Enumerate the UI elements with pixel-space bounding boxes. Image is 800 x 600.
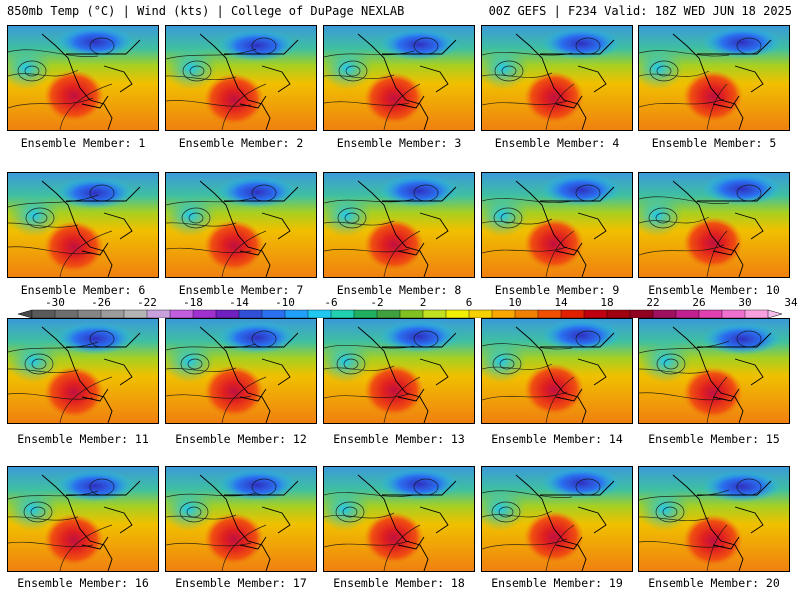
- colorbar-tick-label: -18: [183, 296, 203, 309]
- colorbar-tick-label: -6: [324, 296, 337, 309]
- map-panel-member-15[interactable]: [638, 318, 790, 424]
- colorbar-min-arrow: [17, 309, 33, 318]
- colorbar-segment: [54, 309, 79, 318]
- member-label: Ensemble Member: 18: [333, 576, 465, 590]
- member-label: Ensemble Member: 12: [175, 432, 307, 446]
- map-panel-member-20[interactable]: [638, 466, 790, 572]
- colorbar-tick-label: 26: [692, 296, 705, 309]
- member-label: Ensemble Member: 20: [648, 576, 780, 590]
- colorbar-segment: [100, 309, 125, 318]
- header-title: 850mb Temp (°C) | Wind (kts) | College o…: [7, 4, 405, 18]
- member-label: Ensemble Member: 1: [20, 136, 146, 150]
- member-label: Ensemble Member: 3: [336, 136, 462, 150]
- colorbar-segment: [629, 309, 654, 318]
- member-label: Ensemble Member: 5: [651, 136, 777, 150]
- map-panel-member-17[interactable]: [165, 466, 317, 572]
- colorbar-segment: [721, 309, 746, 318]
- colorbar-segment: [422, 309, 447, 318]
- map-panel-member-19[interactable]: [481, 466, 633, 572]
- colorbar-tick-label: 6: [466, 296, 473, 309]
- colorbar-segment: [31, 309, 56, 318]
- colorbar-segment: [468, 309, 493, 318]
- colorbar-tick-label: -30: [45, 296, 65, 309]
- colorbar-tick-label: 30: [738, 296, 751, 309]
- member-label: Ensemble Member: 8: [336, 283, 462, 297]
- member-label: Ensemble Member: 2: [178, 136, 304, 150]
- colorbar-tick-label: -14: [229, 296, 249, 309]
- colorbar-segment: [445, 309, 470, 318]
- member-label: Ensemble Member: 13: [333, 432, 465, 446]
- colorbar-segment: [376, 309, 401, 318]
- map-panel-member-11[interactable]: [7, 318, 159, 424]
- map-panel-member-18[interactable]: [323, 466, 475, 572]
- colorbar-tick-label: -10: [275, 296, 295, 309]
- map-panel-member-5[interactable]: [638, 25, 790, 131]
- map-panel-member-12[interactable]: [165, 318, 317, 424]
- colorbar-max-arrow: [767, 309, 783, 318]
- colorbar-segment: [77, 309, 102, 318]
- colorbar-segment: [169, 309, 194, 318]
- member-label: Ensemble Member: 16: [17, 576, 149, 590]
- map-panel-member-4[interactable]: [481, 25, 633, 131]
- colorbar-tick-label: 2: [420, 296, 427, 309]
- member-label: Ensemble Member: 4: [494, 136, 620, 150]
- colorbar-tick-label: 18: [600, 296, 613, 309]
- colorbar-tick-label: -22: [137, 296, 157, 309]
- colorbar-tick-label: 34: [784, 296, 798, 309]
- colorbar-segment: [261, 309, 286, 318]
- member-label: Ensemble Member: 14: [491, 432, 623, 446]
- member-label: Ensemble Member: 17: [175, 576, 307, 590]
- colorbar-segment: [330, 309, 355, 318]
- colorbar-segment: [192, 309, 217, 318]
- colorbar-segment: [560, 309, 585, 318]
- colorbar-segment: [215, 309, 240, 318]
- colorbar-segment: [123, 309, 148, 318]
- member-label: Ensemble Member: 9: [494, 283, 620, 297]
- colorbar-segment: [284, 309, 309, 318]
- colorbar-segment: [537, 309, 562, 318]
- colorbar-tick-label: -2: [370, 296, 383, 309]
- map-panel-member-6[interactable]: [7, 172, 159, 278]
- colorbar-segment: [307, 309, 332, 318]
- colorbar-segment: [514, 309, 539, 318]
- map-panel-member-1[interactable]: [7, 25, 159, 131]
- member-label: Ensemble Member: 10: [648, 283, 780, 297]
- map-panel-member-13[interactable]: [323, 318, 475, 424]
- member-label: Ensemble Member: 19: [491, 576, 623, 590]
- map-panel-member-14[interactable]: [481, 318, 633, 424]
- colorbar-segment: [744, 309, 769, 318]
- colorbar-tick-label: -26: [91, 296, 111, 309]
- member-label: Ensemble Member: 11: [17, 432, 149, 446]
- colorbar-tick-label: 14: [554, 296, 568, 309]
- header-run-info: 00Z GEFS | F234 Valid: 18Z WED JUN 18 20…: [488, 4, 792, 18]
- map-panel-member-9[interactable]: [481, 172, 633, 278]
- colorbar-segment: [146, 309, 171, 318]
- colorbar-segment: [698, 309, 723, 318]
- member-label: Ensemble Member: 7: [178, 283, 304, 297]
- colorbar-segment: [491, 309, 516, 318]
- map-panel-member-10[interactable]: [638, 172, 790, 278]
- temperature-colorbar: -30-26-22-18-14-10-6-2261014182226303438…: [17, 296, 798, 318]
- colorbar-segment: [652, 309, 677, 318]
- colorbar-segment: [675, 309, 700, 318]
- map-panel-member-16[interactable]: [7, 466, 159, 572]
- colorbar-segment: [353, 309, 378, 318]
- colorbar-segment: [583, 309, 608, 318]
- member-label: Ensemble Member: 6: [20, 283, 146, 297]
- colorbar-segment: [606, 309, 631, 318]
- colorbar-segment: [238, 309, 263, 318]
- map-panel-member-7[interactable]: [165, 172, 317, 278]
- member-label: Ensemble Member: 15: [648, 432, 780, 446]
- colorbar-tick-label: 22: [646, 296, 659, 309]
- colorbar-tick-label: 10: [508, 296, 521, 309]
- map-panel-member-2[interactable]: [165, 25, 317, 131]
- map-panel-member-8[interactable]: [323, 172, 475, 278]
- colorbar-segment: [399, 309, 424, 318]
- map-panel-member-3[interactable]: [323, 25, 475, 131]
